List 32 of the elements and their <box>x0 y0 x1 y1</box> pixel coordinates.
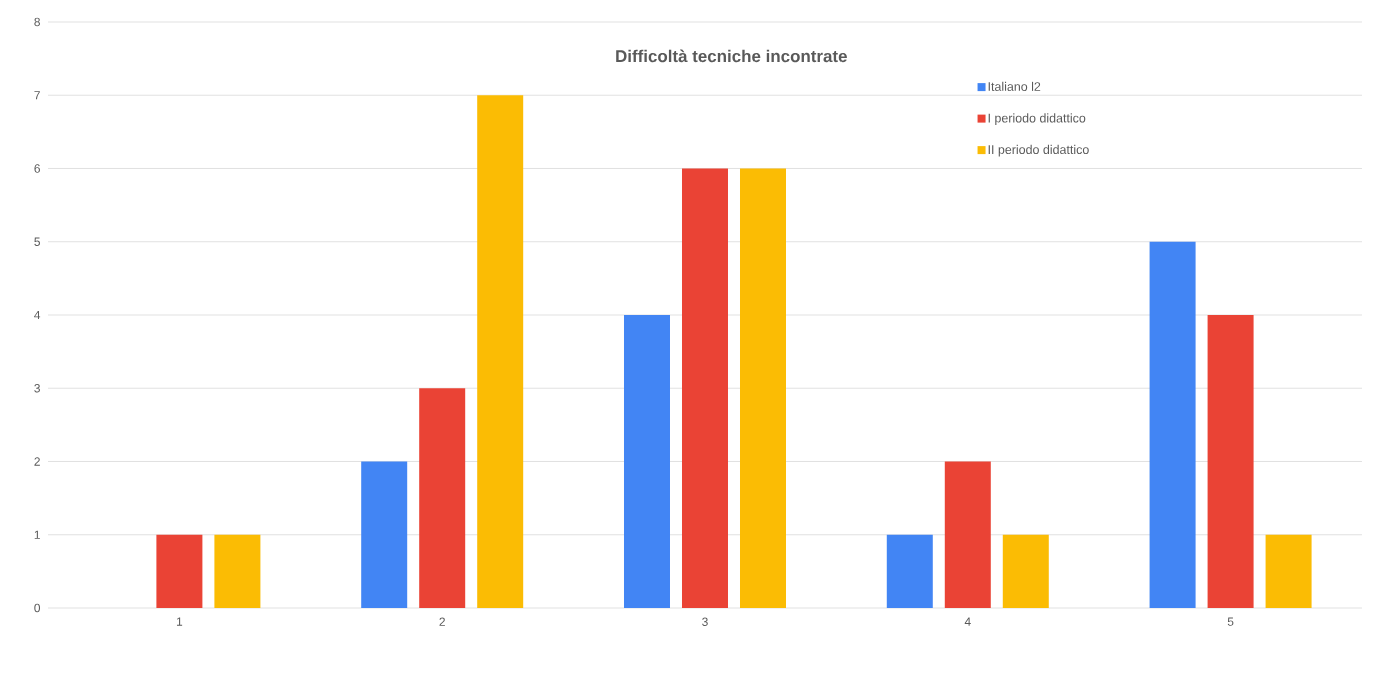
x-tick-label: 4 <box>964 617 971 626</box>
legend-label: I periodo didattico <box>988 113 1086 125</box>
y-tick-label: 4 <box>34 310 41 320</box>
bar <box>1207 315 1254 608</box>
y-tick-label: 7 <box>34 91 40 100</box>
bar <box>886 534 933 608</box>
bar <box>623 315 670 608</box>
legend-label: Italiano l2 <box>988 81 1041 91</box>
legend-label: II periodo didattico <box>988 144 1089 157</box>
y-tick-label: 1 <box>34 530 40 539</box>
y-tick-label: 0 <box>34 603 41 613</box>
bar <box>944 461 991 608</box>
bar <box>1002 534 1049 608</box>
x-tick-label: 5 <box>1227 617 1234 626</box>
y-tick-label: 8 <box>34 17 40 27</box>
bar <box>739 168 786 608</box>
x-tick-label: 1 <box>176 617 183 626</box>
x-tick-label: 2 <box>439 617 445 626</box>
y-tick-label: 3 <box>34 384 40 393</box>
y-tick-label: 2 <box>34 457 40 466</box>
text: Difficoltà tecniche incontrate <box>616 49 847 63</box>
x-tick-label: 3 <box>702 617 708 626</box>
bar <box>419 388 466 608</box>
bar <box>361 461 408 608</box>
bar <box>1265 534 1312 608</box>
bar <box>477 95 524 608</box>
bar <box>214 534 261 608</box>
bar <box>681 168 728 608</box>
y-tick-label: 6 <box>34 164 40 173</box>
y-tick-label: 5 <box>34 237 40 246</box>
bar <box>1149 241 1196 608</box>
bar <box>156 534 203 608</box>
